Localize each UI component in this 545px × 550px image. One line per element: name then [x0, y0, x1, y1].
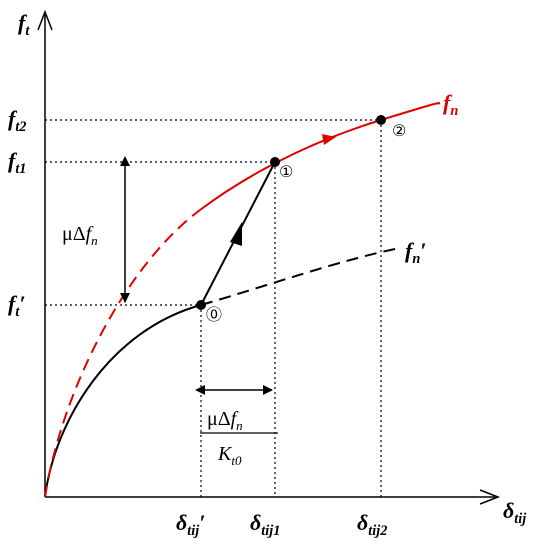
x-label: δtij2: [357, 510, 387, 539]
label-sub: n: [236, 418, 243, 433]
label-suffix: ′: [420, 238, 426, 263]
curve-arrow: [322, 134, 336, 145]
label-sub: t: [25, 23, 30, 39]
y-arrow: [37, 9, 53, 31]
curve-fn-prime-dashed: [200, 247, 401, 306]
label-suffix: ′: [19, 291, 25, 316]
label-sub: t0: [231, 453, 242, 468]
label-sub: t: [15, 304, 20, 320]
label-sub: tij: [514, 511, 527, 527]
y-label: ft2: [8, 106, 26, 135]
label-base: δ: [176, 510, 187, 535]
fraction-denominator: Kt0: [217, 443, 242, 468]
guides: [45, 119, 382, 497]
label-base: f: [443, 90, 453, 115]
curve-fn-prime-solid: [44, 304, 202, 498]
label-base: f: [18, 10, 28, 35]
curve-label: fn: [443, 90, 458, 119]
x-axis-label: δtij: [503, 498, 527, 527]
label-base: f: [8, 291, 18, 316]
x-arrow: [479, 489, 501, 505]
x-label: δtij′: [176, 510, 205, 539]
label-suffix: ′: [199, 510, 205, 535]
label-prefix: μΔ: [207, 408, 231, 430]
label-sub: t1: [15, 161, 26, 177]
x-label: δtij1: [250, 510, 280, 539]
label-base: δ: [503, 498, 514, 523]
point-2: [376, 115, 386, 125]
point-label: ①: [279, 162, 293, 181]
label-base: f: [86, 223, 94, 245]
label-base: δ: [250, 510, 261, 535]
load-arrow: [230, 222, 242, 246]
point-label: ⓪: [206, 305, 222, 324]
label-prefix: μΔ: [62, 223, 86, 245]
label-sub: tij: [187, 523, 200, 539]
fraction-numerator: μΔfn: [207, 408, 243, 433]
label-sub: tij1: [261, 523, 280, 539]
point-label: ②: [392, 121, 406, 140]
y-axis-label: ft: [18, 10, 30, 39]
label-sub: n: [450, 103, 458, 119]
curve-fn-dashed: [44, 209, 201, 498]
curve-label: fn′: [405, 238, 426, 267]
label-base: f: [8, 106, 18, 131]
label-base: δ: [357, 510, 368, 535]
point-0: [196, 300, 206, 310]
label-base: f: [405, 238, 415, 263]
label-sub: n: [91, 233, 98, 248]
y-label: ft1: [8, 148, 26, 177]
label-sub: n: [412, 251, 420, 267]
label-sub: t2: [15, 119, 26, 135]
curve-fn-solid: [199, 102, 441, 211]
label-sub: tij2: [368, 523, 387, 539]
label-base: K: [217, 443, 233, 465]
point-1: [270, 157, 280, 167]
increment-label: μΔfn: [62, 223, 98, 248]
label-base: f: [231, 408, 239, 430]
y-label: ft′: [8, 291, 26, 320]
label-base: f: [8, 148, 18, 173]
